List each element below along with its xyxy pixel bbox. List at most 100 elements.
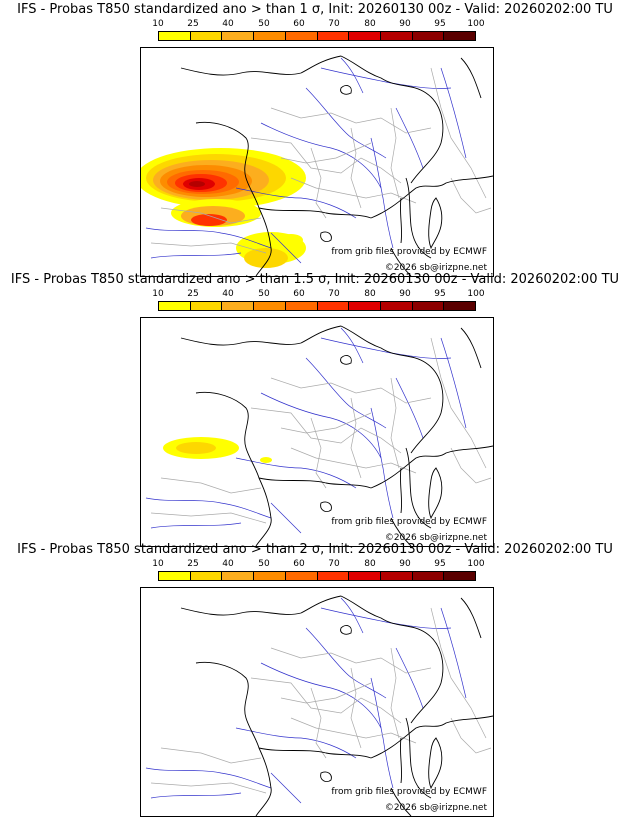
river-line — [260, 392, 382, 459]
national-border — [340, 55, 444, 184]
river-line — [150, 252, 242, 259]
colorbar-tick-label: 25 — [187, 19, 199, 29]
colorbar-tick-label: 80 — [364, 289, 376, 299]
admin-border — [160, 477, 262, 494]
admin-border — [270, 107, 432, 134]
probability-shading — [163, 437, 272, 463]
coastline — [195, 661, 272, 816]
map-canvas — [145, 595, 493, 816]
colorbar-tick-label: 70 — [328, 559, 340, 569]
national-border — [399, 467, 403, 514]
colorbar-tick-label: 95 — [434, 559, 446, 569]
colorbar-tick-label: 70 — [328, 19, 340, 29]
colorbar-tick-label: 50 — [258, 559, 270, 569]
admin-border — [310, 147, 327, 219]
national-border — [460, 57, 482, 99]
colorbar-tick-label: 60 — [293, 559, 305, 569]
river-line — [395, 377, 424, 439]
admin-border — [450, 447, 492, 484]
river-line — [395, 647, 424, 709]
colorbar-segment — [380, 32, 413, 40]
colorbar-segment — [412, 572, 445, 580]
coastline — [405, 447, 432, 529]
colorbar-segment — [222, 302, 255, 310]
probability-area — [176, 442, 216, 454]
admin-border — [390, 647, 400, 739]
admin-border — [430, 607, 487, 739]
admin-border — [310, 687, 327, 759]
river-line — [270, 772, 302, 804]
colorbar-tick-label: 90 — [399, 559, 411, 569]
admin-border — [150, 242, 267, 254]
colorbar-tick-label: 60 — [293, 289, 305, 299]
island-outline — [320, 501, 332, 513]
river-line — [145, 497, 272, 519]
admin-border — [390, 377, 400, 469]
coastline — [390, 517, 412, 546]
colorbar-tick-label: 40 — [222, 19, 234, 29]
probability-area — [191, 214, 227, 226]
colorbar-segment — [254, 572, 286, 580]
lake-outline — [340, 355, 352, 365]
source-credit: from grib files provided by ECMWF — [331, 517, 487, 527]
national-border — [399, 197, 403, 244]
colorbar-tick-label: 90 — [399, 289, 411, 299]
colorbar-segment — [349, 572, 381, 580]
river-line — [270, 502, 302, 534]
admin-border — [270, 377, 432, 404]
river-line — [305, 357, 387, 429]
colorbar-tick-label: 50 — [258, 19, 270, 29]
island-outline — [428, 467, 443, 520]
colorbar-segment — [317, 32, 350, 40]
probability-map: from grib files provided by ECMWF ©2026 … — [140, 47, 494, 277]
island-outline — [320, 771, 332, 783]
panel-title: IFS - Probas T850 standardized ano > tha… — [17, 2, 613, 17]
admin-border — [290, 177, 417, 204]
probability-area — [189, 181, 205, 187]
coastline — [405, 177, 432, 259]
river-line — [150, 522, 242, 529]
map-canvas — [145, 325, 493, 546]
colorbar-segment — [317, 572, 350, 580]
admin-border — [350, 667, 362, 749]
admin-border — [250, 137, 402, 184]
colorbar-tick-label: 40 — [222, 559, 234, 569]
colorbar-tick-label: 10 — [152, 19, 164, 29]
colorbar-tick-label: 10 — [152, 289, 164, 299]
coastline — [180, 325, 342, 346]
river-line — [370, 407, 394, 519]
colorbar-tick-label: 100 — [467, 559, 485, 569]
river-line — [305, 627, 387, 699]
colorbar — [158, 31, 476, 41]
coastline — [180, 595, 342, 616]
admin-border — [150, 512, 267, 524]
admin-border — [390, 107, 400, 199]
coastline — [195, 391, 272, 546]
admin-border — [290, 447, 417, 474]
river-line — [370, 677, 394, 789]
coastline — [390, 787, 412, 816]
river-line — [235, 457, 357, 489]
river-line — [440, 607, 467, 699]
coastline — [370, 445, 493, 489]
river-line — [235, 727, 357, 759]
river-line — [145, 767, 272, 789]
colorbar-segment — [285, 572, 318, 580]
colorbar-segment — [159, 302, 191, 310]
river-line — [305, 87, 387, 159]
map-panel: IFS - Probas T850 standardized ano > tha… — [0, 540, 630, 817]
probability-area — [260, 457, 272, 463]
river-line — [440, 337, 467, 429]
national-border — [460, 327, 482, 369]
river-line — [145, 227, 272, 249]
admin-border — [160, 747, 262, 764]
colorbar-tick-label: 100 — [467, 289, 485, 299]
coastline — [370, 715, 493, 759]
lake-outline — [340, 625, 352, 635]
admin-border — [250, 677, 402, 724]
colorbar-segment — [412, 32, 445, 40]
colorbar-segment — [159, 32, 191, 40]
colorbar-segment — [444, 32, 476, 40]
colorbar-tick-label: 70 — [328, 289, 340, 299]
river-line — [260, 662, 382, 729]
